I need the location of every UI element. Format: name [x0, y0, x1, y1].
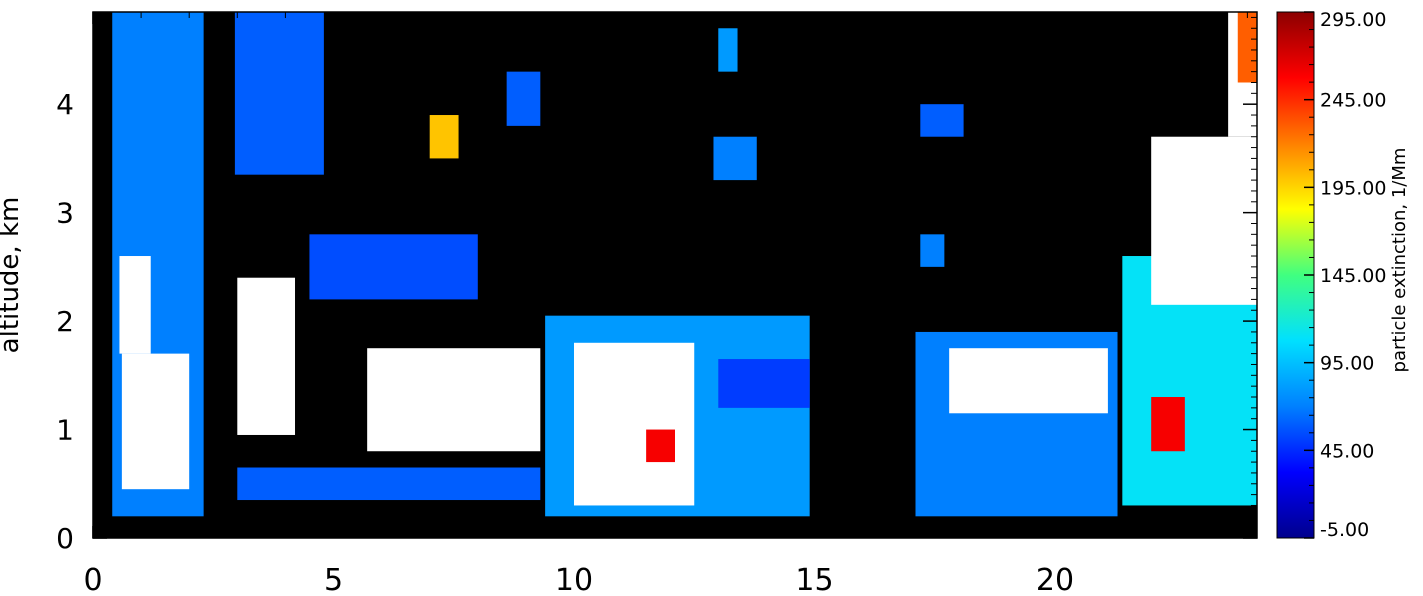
heatmap-cell [920, 234, 945, 267]
colorbar-tick-label: -5.00 [1320, 519, 1369, 541]
heatmap-cell [119, 256, 151, 354]
heatmap-cell [949, 348, 1108, 414]
heatmap-cell [1151, 397, 1185, 452]
heatmap-cell [237, 277, 296, 435]
x-axis-ticks: 0 5 10 15 20 [83, 12, 1248, 596]
colorbar-tick-label: 195.00 [1320, 177, 1386, 199]
x-tick-label: 20 [1036, 563, 1074, 596]
colorbar-tick-label: 295.00 [1320, 9, 1386, 31]
colorbar-label: particle extinction, 1/Mm [1389, 148, 1410, 373]
heatmap-cell [718, 359, 810, 408]
colorbar-tick-label: 95.00 [1320, 353, 1374, 375]
y-tick-label: 3 [56, 197, 74, 230]
colorbar: -5.0045.0095.00145.00195.00245.00295.00 … [1276, 9, 1410, 541]
heatmap-plot-area: 0 5 10 15 20 0 1 2 3 4 altitude, km [0, 11, 1258, 596]
heatmap-cell [234, 12, 324, 175]
heatmap-cell [309, 234, 478, 300]
heatmap-cell [506, 71, 541, 126]
heatmap-cell [573, 342, 695, 506]
heatmap-cell [718, 28, 738, 72]
colorbar-tick-label: 245.00 [1320, 90, 1386, 112]
heatmap-cell [121, 353, 190, 490]
heatmap-cell [920, 104, 964, 137]
heatmap-cell [367, 348, 541, 452]
colorbar-ticks: -5.00 45.00 95.00 145.00 195.00 245.00 295.00 [1304, 9, 1386, 541]
heatmap-cell [646, 429, 675, 463]
y-tick-label: 0 [56, 522, 74, 555]
x-tick-label: 10 [555, 563, 593, 596]
heatmap-cell [429, 115, 459, 159]
y-axis-label: altitude, km [0, 197, 25, 354]
x-tick-label: 5 [324, 563, 343, 596]
colorbar-tick-label: 145.00 [1320, 265, 1386, 287]
heatmap-cell [1151, 136, 1257, 305]
y-tick-label: 4 [56, 88, 74, 121]
x-tick-label: 0 [83, 563, 102, 596]
heatmap-cell [1237, 12, 1257, 83]
y-tick-label: 1 [56, 414, 74, 447]
plot-frame [92, 11, 1258, 539]
y-axis-ticks: 0 1 2 3 4 [56, 16, 1257, 555]
heatmap-cells [112, 12, 1257, 517]
x-tick-label: 15 [795, 563, 833, 596]
y-tick-label: 2 [56, 305, 74, 338]
heatmap-cell [237, 467, 541, 501]
heatmap-cell [713, 136, 757, 181]
colorbar-tick-label: 45.00 [1320, 440, 1374, 462]
